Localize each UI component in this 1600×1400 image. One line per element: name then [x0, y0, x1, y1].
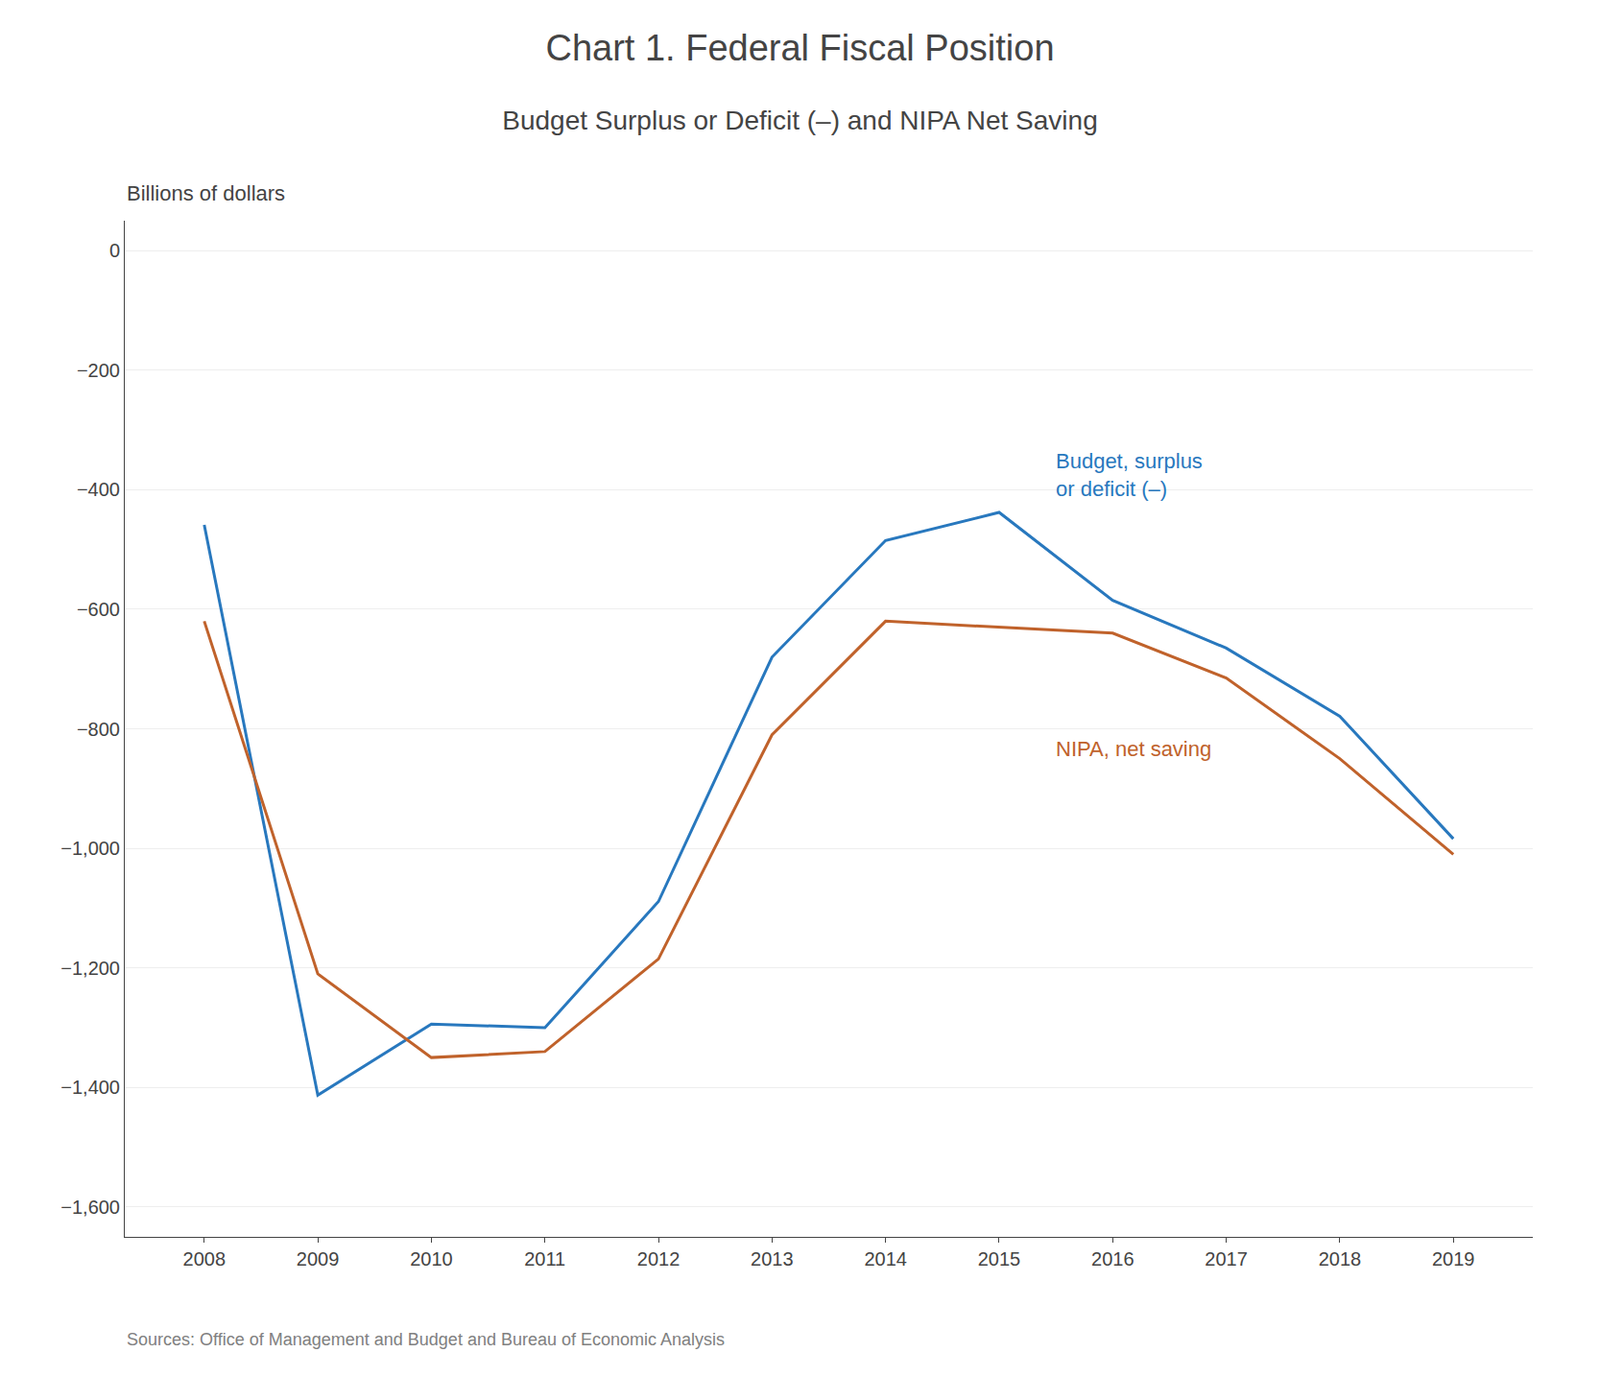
- svg-text:2016: 2016: [1091, 1248, 1135, 1270]
- svg-text:2010: 2010: [409, 1248, 454, 1270]
- svg-text:2012: 2012: [637, 1248, 681, 1270]
- svg-text:−800: −800: [76, 718, 120, 741]
- svg-text:2018: 2018: [1318, 1248, 1362, 1270]
- svg-text:−400: −400: [76, 478, 120, 501]
- svg-text:2013: 2013: [750, 1248, 794, 1270]
- svg-text:Sources: Office of Management: Sources: Office of Management and Budget…: [126, 1330, 725, 1350]
- svg-text:Budget, surplusor deficit (–): Budget, surplusor deficit (–): [1055, 449, 1203, 502]
- svg-text:2015: 2015: [978, 1248, 1022, 1270]
- svg-text:Billions of dollars: Billions of dollars: [126, 181, 286, 206]
- svg-text:2019: 2019: [1432, 1248, 1476, 1270]
- svg-text:−1,400: −1,400: [60, 1076, 120, 1099]
- svg-text:NIPA, net saving: NIPA, net saving: [1055, 737, 1212, 762]
- svg-text:−1,000: −1,000: [60, 837, 120, 860]
- svg-text:2008: 2008: [183, 1248, 227, 1270]
- svg-text:−600: −600: [76, 598, 120, 621]
- svg-text:0: 0: [109, 239, 120, 262]
- svg-text:Budget Surplus or Deficit (–): Budget Surplus or Deficit (–) and NIPA N…: [501, 105, 1098, 136]
- svg-text:Chart 1. Federal Fiscal Positi: Chart 1. Federal Fiscal Position: [545, 27, 1054, 69]
- svg-text:−200: −200: [76, 359, 120, 382]
- svg-text:2011: 2011: [524, 1248, 566, 1270]
- svg-text:2017: 2017: [1204, 1248, 1248, 1270]
- svg-text:2014: 2014: [863, 1248, 908, 1270]
- svg-text:−1,200: −1,200: [60, 957, 120, 980]
- svg-text:−1,600: −1,600: [60, 1196, 120, 1218]
- svg-text:2009: 2009: [296, 1248, 340, 1270]
